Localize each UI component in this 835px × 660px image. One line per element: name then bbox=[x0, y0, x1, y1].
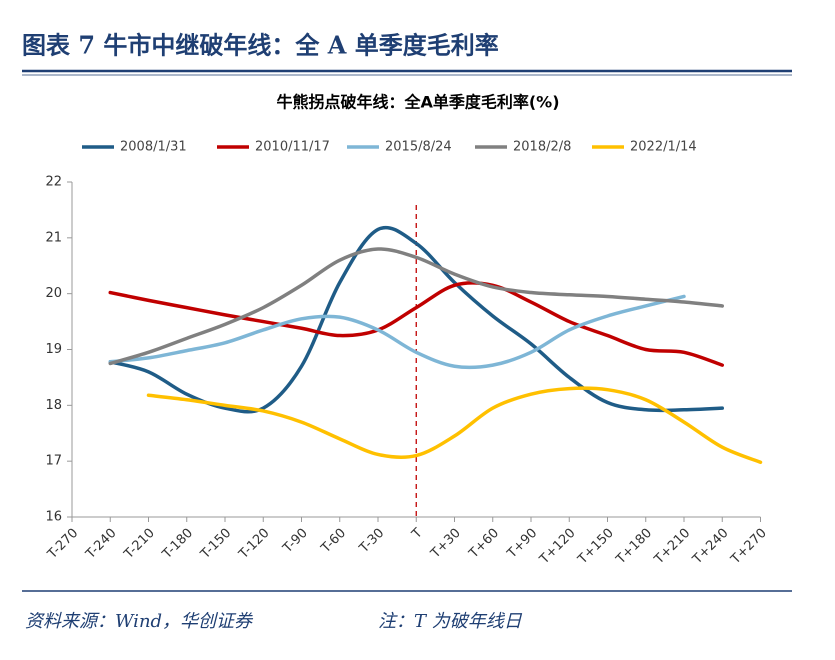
x-tick-label: T-90 bbox=[280, 526, 311, 557]
legend-label: 2018/2/8 bbox=[513, 140, 571, 155]
x-tick-label: T+90 bbox=[504, 526, 540, 562]
y-tick-label: 19 bbox=[45, 342, 62, 357]
x-tick-label: T-150 bbox=[197, 526, 234, 563]
series-line bbox=[146, 386, 763, 465]
x-tick-label: T+30 bbox=[427, 526, 463, 562]
series-line bbox=[108, 294, 686, 370]
x-tick-label: T bbox=[409, 526, 426, 543]
x-tick-label: T-270 bbox=[44, 526, 81, 563]
x-tick-label: T-120 bbox=[236, 526, 273, 563]
y-tick-label: 20 bbox=[45, 286, 62, 301]
x-tick-label: T-60 bbox=[318, 526, 349, 557]
chart-title: 牛熊拐点破年线：全A单季度毛利率(%) bbox=[276, 93, 559, 112]
x-tick-label: T+150 bbox=[575, 526, 617, 568]
x-tick-label: T-210 bbox=[121, 526, 158, 563]
x-tick-label: T-30 bbox=[356, 526, 387, 557]
legend-label: 2010/11/17 bbox=[255, 140, 330, 155]
x-tick-label: T+210 bbox=[651, 526, 693, 568]
legend-label: 2015/8/24 bbox=[385, 140, 452, 155]
y-tick-label: 22 bbox=[45, 175, 62, 190]
y-tick-label: 21 bbox=[45, 230, 62, 245]
x-tick-label: T+270 bbox=[728, 526, 770, 568]
y-tick-label: 17 bbox=[45, 454, 62, 469]
x-tick-label: T+60 bbox=[466, 526, 502, 562]
x-tick-label: T+240 bbox=[689, 526, 731, 568]
x-tick-label: T-240 bbox=[83, 526, 120, 563]
y-tick-label: 18 bbox=[45, 398, 62, 413]
x-tick-label: T+180 bbox=[613, 526, 655, 568]
header-title: 图表 7 牛市中继破年线：全 A 单季度毛利率 bbox=[22, 31, 499, 60]
legend-label: 2008/1/31 bbox=[120, 140, 187, 155]
series-line bbox=[108, 281, 724, 367]
x-tick-label: T+120 bbox=[536, 526, 578, 568]
x-tick-label: T-180 bbox=[159, 526, 196, 563]
footer-source: 资料来源：Wind，华创证券 bbox=[25, 611, 254, 632]
series-line bbox=[108, 225, 724, 414]
legend-label: 2022/1/14 bbox=[630, 140, 697, 155]
series-line bbox=[108, 247, 724, 366]
footer-note: 注：T 为破年线日 bbox=[378, 611, 523, 632]
y-tick-label: 16 bbox=[45, 510, 62, 525]
